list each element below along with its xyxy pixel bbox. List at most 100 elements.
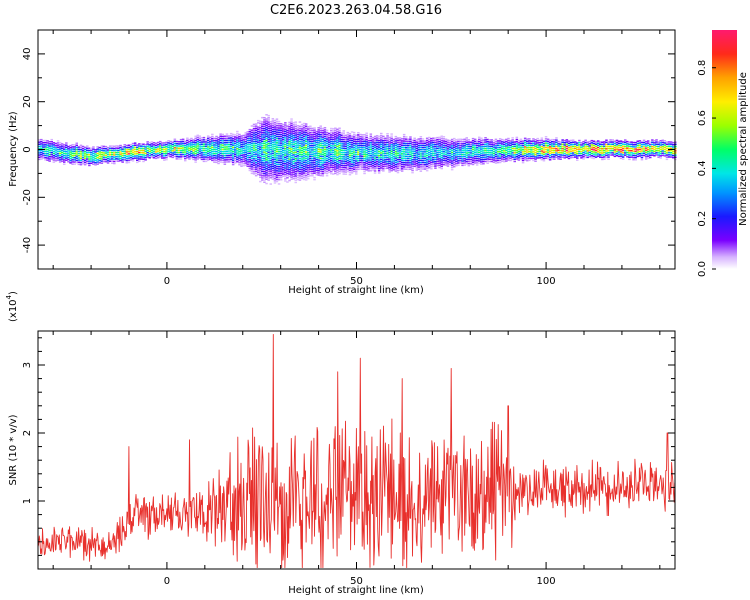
spectrogram-cell (307, 130, 310, 132)
spectrogram-cell (330, 164, 333, 166)
spectrogram-cell (346, 170, 350, 173)
spectrogram-cell (209, 151, 212, 154)
spectrogram-cell (588, 149, 591, 151)
spectrogram-cell (198, 139, 202, 142)
spectrogram-cell (436, 164, 439, 167)
spectrogram-cell (94, 155, 97, 157)
spectrogram-cell (136, 150, 139, 153)
spectrogram-cell (503, 143, 506, 146)
spectrogram-cell (615, 139, 619, 142)
spectrogram-cell (284, 126, 287, 128)
spectrogram-cell (388, 154, 391, 156)
spectrogram-cell (534, 158, 537, 160)
spectrogram-cell (444, 153, 448, 156)
spectrogram-cell (115, 147, 118, 149)
spectrogram-cell (384, 137, 387, 140)
spectrogram-cell (480, 146, 483, 148)
spectrogram-cell (327, 147, 331, 150)
spectrogram-cell (242, 141, 245, 143)
spectrogram-cell (461, 160, 464, 162)
spectrogram-cell (111, 145, 114, 147)
spectrogram-cell (186, 144, 189, 146)
spectrogram-cell (417, 146, 420, 149)
spectrogram-cell (140, 158, 143, 160)
spectrogram-cell (113, 156, 116, 158)
spectrogram-cell (382, 150, 385, 153)
spectrogram-cell (523, 146, 527, 148)
spectrogram-cell (642, 146, 646, 148)
spectrogram-cell (571, 148, 575, 150)
spectrogram-cell (421, 168, 425, 170)
spectrogram-cell (653, 148, 656, 151)
spectrogram-cell (254, 138, 258, 140)
spectrogram-cell (298, 153, 302, 156)
spectrogram-cell (290, 157, 293, 159)
spectrogram-cell (198, 137, 202, 139)
spectrogram-cell (175, 143, 179, 145)
spectrogram-cell (273, 139, 277, 141)
spectrogram-cell (313, 161, 316, 164)
spectrogram-cell (250, 142, 254, 144)
spectrogram-cell (323, 148, 327, 151)
spectrogram-cell (317, 174, 320, 176)
spectrogram-cell (323, 172, 327, 174)
spectrogram-cell (382, 163, 385, 166)
spectrogram-cell (350, 172, 354, 174)
spectrogram-cell (298, 121, 302, 123)
spectrogram-cell (359, 151, 362, 153)
spectrogram-cell (267, 138, 270, 141)
spectrogram-cell (553, 156, 556, 158)
spectrogram-cell (217, 136, 220, 139)
spectrogram-cell (484, 137, 487, 139)
spectrogram-cell (442, 161, 446, 164)
spectrogram-cell (200, 152, 204, 154)
spectrogram-cell (323, 167, 327, 170)
spectrogram-cell (250, 157, 254, 159)
spectrogram-cell (90, 156, 93, 158)
spectrogram-cell (300, 177, 304, 180)
spectrogram-cell (596, 142, 600, 144)
spectrogram-cell (596, 155, 600, 157)
spectrogram-cell (63, 159, 66, 161)
spectrogram-cell (165, 154, 168, 157)
spectrogram-cell (269, 183, 272, 185)
spectrogram-cell (54, 142, 58, 145)
spectrogram-cell (123, 159, 126, 161)
spectrogram-cell (261, 142, 264, 145)
spectrogram-cell (290, 139, 293, 142)
spectrogram-cell (240, 154, 243, 157)
spectrogram-cell (450, 138, 454, 141)
spectrogram-cell (236, 141, 239, 143)
spectrogram-cell (344, 143, 348, 145)
spectrogram-cell (398, 167, 402, 169)
spectrogram-cell (167, 140, 170, 142)
spectrogram-cell (363, 144, 366, 147)
spectrogram-cell (315, 143, 318, 146)
spectrogram-cell (150, 145, 154, 147)
spectrogram-cell (265, 167, 268, 170)
spectrogram-cell (369, 146, 373, 148)
spectrogram-cell (355, 136, 358, 139)
spectrogram-cell (292, 130, 295, 133)
spectrogram-cell (646, 140, 650, 142)
spectrogram-cell (444, 140, 448, 143)
spectrogram-cell (390, 141, 393, 144)
spectrogram-cell (286, 164, 289, 166)
spectrogram-cell (131, 145, 135, 147)
spectrogram-cell (248, 152, 252, 154)
spectrogram-cell (152, 152, 156, 155)
spectrogram-cell (292, 154, 295, 156)
spectrogram-cell (377, 139, 381, 142)
spectrogram-cell (332, 136, 335, 139)
spectrogram-cell (423, 164, 427, 166)
spectrogram-cell (553, 154, 556, 156)
spectrogram-cell (286, 157, 289, 160)
spectrogram-cell (117, 158, 120, 160)
spectrogram-cell (259, 133, 262, 135)
spectrogram-cell (238, 163, 241, 166)
spectrogram-cell (42, 157, 45, 159)
spectrogram-cell (113, 162, 116, 165)
spectrogram-cell (440, 157, 443, 159)
spectrogram-cell (417, 164, 420, 166)
spectrogram-cell (605, 145, 608, 148)
